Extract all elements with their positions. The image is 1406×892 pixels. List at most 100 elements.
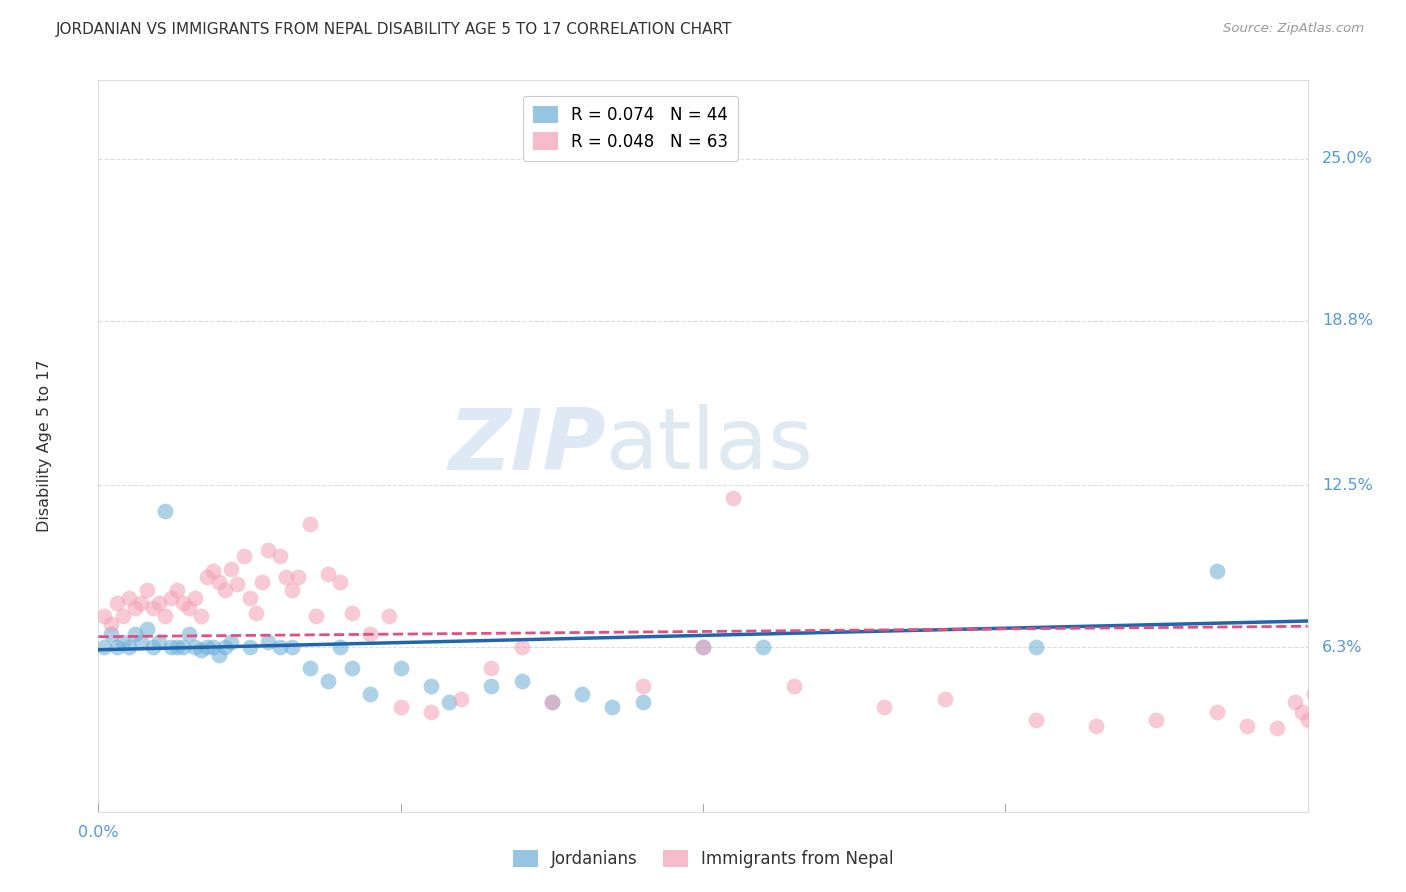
Point — [124, 627, 146, 641]
Point — [93, 608, 115, 623]
Point — [221, 635, 243, 649]
Point — [111, 635, 134, 649]
Point — [160, 591, 183, 605]
Point — [1284, 695, 1306, 709]
Point — [256, 543, 278, 558]
Point — [172, 640, 194, 655]
Point — [1024, 640, 1046, 655]
Point — [389, 700, 412, 714]
Text: JORDANIAN VS IMMIGRANTS FROM NEPAL DISABILITY AGE 5 TO 17 CORRELATION CHART: JORDANIAN VS IMMIGRANTS FROM NEPAL DISAB… — [56, 22, 733, 37]
Point — [105, 596, 128, 610]
Point — [1302, 687, 1324, 701]
Point — [540, 695, 562, 709]
Point — [148, 596, 170, 610]
Point — [481, 661, 503, 675]
Point — [153, 608, 176, 623]
Point — [160, 640, 183, 655]
Point — [342, 661, 364, 675]
Point — [190, 608, 212, 623]
Text: 0.0%: 0.0% — [79, 825, 118, 840]
Point — [239, 640, 262, 655]
Text: 18.8%: 18.8% — [1322, 313, 1374, 328]
Text: Disability Age 5 to 17: Disability Age 5 to 17 — [37, 359, 52, 533]
Point — [184, 640, 207, 655]
Point — [153, 504, 176, 518]
Point — [221, 562, 243, 576]
Point — [602, 700, 624, 714]
Point — [208, 648, 231, 662]
Point — [129, 596, 152, 610]
Point — [481, 679, 503, 693]
Point — [190, 642, 212, 657]
Point — [118, 591, 141, 605]
Point — [692, 640, 714, 655]
Point — [111, 608, 134, 623]
Point — [316, 674, 339, 689]
Point — [1236, 718, 1258, 732]
Point — [269, 640, 291, 655]
Point — [195, 569, 218, 583]
Point — [184, 591, 207, 605]
Point — [692, 640, 714, 655]
Point — [100, 616, 122, 631]
Point — [1296, 714, 1319, 728]
Legend: Jordanians, Immigrants from Nepal: Jordanians, Immigrants from Nepal — [506, 843, 900, 875]
Point — [299, 661, 322, 675]
Point — [540, 695, 562, 709]
Point — [239, 591, 262, 605]
Point — [166, 640, 188, 655]
Point — [1206, 565, 1229, 579]
Point — [148, 635, 170, 649]
Point — [305, 608, 328, 623]
Point — [1265, 721, 1288, 735]
Point — [202, 640, 225, 655]
Point — [1315, 706, 1337, 720]
Point — [934, 692, 956, 706]
Point — [93, 640, 115, 655]
Point — [1085, 718, 1108, 732]
Point — [752, 640, 775, 655]
Point — [274, 569, 297, 583]
Text: 6.3%: 6.3% — [1322, 640, 1362, 655]
Point — [214, 582, 236, 597]
Point — [1206, 706, 1229, 720]
Text: Source: ZipAtlas.com: Source: ZipAtlas.com — [1223, 22, 1364, 36]
Point — [1309, 695, 1331, 709]
Point — [202, 565, 225, 579]
Point — [100, 627, 122, 641]
Point — [172, 596, 194, 610]
Point — [419, 706, 441, 720]
Point — [135, 622, 157, 636]
Point — [124, 601, 146, 615]
Legend: R = 0.074   N = 44, R = 0.048   N = 63: R = 0.074 N = 44, R = 0.048 N = 63 — [523, 96, 738, 161]
Point — [389, 661, 412, 675]
Point — [510, 640, 533, 655]
Point — [299, 517, 322, 532]
Point — [782, 679, 804, 693]
Point — [232, 549, 254, 563]
Point — [873, 700, 896, 714]
Point — [256, 635, 278, 649]
Point — [269, 549, 291, 563]
Point — [419, 679, 441, 693]
Point — [195, 640, 218, 655]
Point — [329, 574, 352, 589]
Point — [142, 601, 165, 615]
Point — [1144, 714, 1167, 728]
Point — [510, 674, 533, 689]
Point — [166, 582, 188, 597]
Text: atlas: atlas — [606, 404, 814, 488]
Text: ZIP: ZIP — [449, 404, 606, 488]
Point — [226, 577, 249, 591]
Point — [571, 687, 593, 701]
Point — [631, 679, 654, 693]
Point — [360, 627, 382, 641]
Point — [245, 606, 267, 620]
Point — [208, 574, 231, 589]
Point — [287, 569, 309, 583]
Text: 12.5%: 12.5% — [1322, 478, 1374, 492]
Point — [1024, 714, 1046, 728]
Point — [1291, 706, 1313, 720]
Point — [250, 574, 273, 589]
Text: 25.0%: 25.0% — [1322, 151, 1372, 166]
